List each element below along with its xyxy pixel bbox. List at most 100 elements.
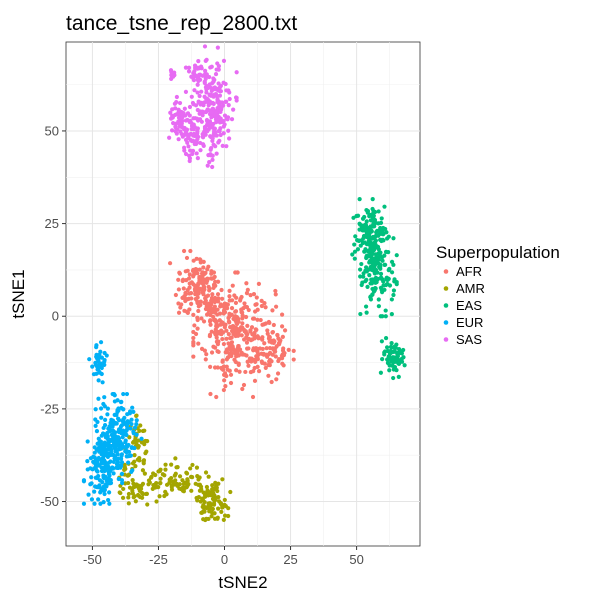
point-sas (234, 70, 239, 75)
point-eur (118, 440, 123, 445)
point-eas (352, 249, 358, 254)
point-eur (125, 426, 130, 431)
point-afr (240, 352, 245, 357)
point-eur (107, 429, 112, 434)
legend-label-sas: SAS (456, 332, 482, 347)
point-eur (128, 426, 133, 431)
point-eas (370, 213, 376, 218)
point-amr (143, 438, 148, 444)
point-eur (101, 425, 106, 431)
point-afr (195, 271, 200, 276)
point-eas (383, 262, 388, 267)
point-afr (229, 312, 234, 317)
point-sas (215, 45, 220, 50)
point-eur (116, 435, 121, 440)
point-amr (177, 474, 183, 479)
point-amr (123, 466, 128, 472)
point-eur (88, 456, 94, 461)
x-tick-label: 25 (283, 552, 297, 567)
point-eas (391, 262, 396, 267)
point-amr (156, 469, 161, 474)
y-tick-label: 25 (45, 216, 59, 231)
point-eas (376, 209, 381, 214)
x-tick-label: -25 (149, 552, 168, 567)
point-afr (227, 346, 232, 351)
point-eur (126, 420, 131, 425)
point-amr (132, 459, 137, 464)
point-afr (216, 296, 221, 301)
point-eur (98, 490, 103, 495)
point-amr (127, 435, 132, 440)
point-eas (364, 265, 369, 270)
point-afr (204, 352, 209, 357)
point-eur (106, 497, 111, 503)
point-eas (385, 277, 390, 283)
point-eas (392, 279, 397, 284)
point-sas (173, 112, 178, 118)
point-eur (86, 492, 91, 497)
point-sas (196, 134, 201, 139)
point-amr (205, 488, 210, 493)
point-sas (223, 99, 228, 105)
point-sas (204, 90, 209, 95)
point-afr (220, 358, 225, 363)
point-eur (121, 391, 126, 397)
point-eas (379, 339, 384, 344)
point-amr (204, 484, 210, 490)
point-afr (185, 297, 190, 302)
point-amr (133, 484, 138, 489)
point-sas (197, 72, 202, 77)
point-amr (197, 488, 203, 493)
legend: Superpopulation AFR AMR EAS EUR SAS (436, 243, 560, 347)
point-afr (198, 299, 203, 304)
point-afr (203, 270, 208, 276)
point-afr (167, 261, 173, 266)
point-afr (209, 298, 214, 303)
point-amr (138, 423, 143, 428)
point-eas (380, 237, 385, 243)
point-sas (184, 127, 190, 132)
point-amr (218, 501, 224, 506)
point-sas (186, 69, 192, 74)
point-eas (391, 375, 396, 381)
point-sas (198, 148, 203, 153)
point-eas (370, 197, 375, 202)
point-eur (102, 395, 107, 400)
point-eur (93, 362, 98, 367)
point-afr (219, 365, 224, 371)
point-afr (238, 325, 244, 330)
point-sas (211, 79, 216, 84)
point-amr (137, 458, 142, 463)
point-amr (228, 489, 233, 495)
point-eur (117, 447, 122, 452)
legend-key-afr (443, 269, 449, 274)
point-eas (377, 251, 382, 256)
point-eur (111, 471, 116, 476)
point-afr (191, 354, 196, 359)
point-eas (358, 222, 363, 227)
point-afr (224, 328, 229, 333)
point-eur (101, 431, 107, 437)
legend-label-eur: EUR (456, 315, 483, 330)
series-eur (81, 340, 144, 506)
point-afr (246, 363, 251, 368)
legend-label-amr: AMR (456, 281, 485, 296)
point-eas (391, 288, 397, 293)
point-sas (199, 89, 204, 94)
point-afr (229, 328, 235, 334)
point-eur (119, 405, 124, 411)
point-afr (195, 295, 200, 300)
point-eas (366, 240, 371, 246)
point-sas (214, 151, 219, 156)
point-amr (213, 480, 218, 485)
point-amr (203, 470, 209, 475)
point-eur (114, 465, 119, 470)
point-eas (358, 274, 363, 279)
y-tick-label: 0 (52, 309, 59, 324)
point-sas (193, 73, 198, 78)
point-eas (376, 221, 381, 226)
point-eur (94, 345, 99, 350)
point-afr (221, 387, 226, 393)
point-amr (181, 489, 186, 494)
point-sas (219, 105, 224, 110)
